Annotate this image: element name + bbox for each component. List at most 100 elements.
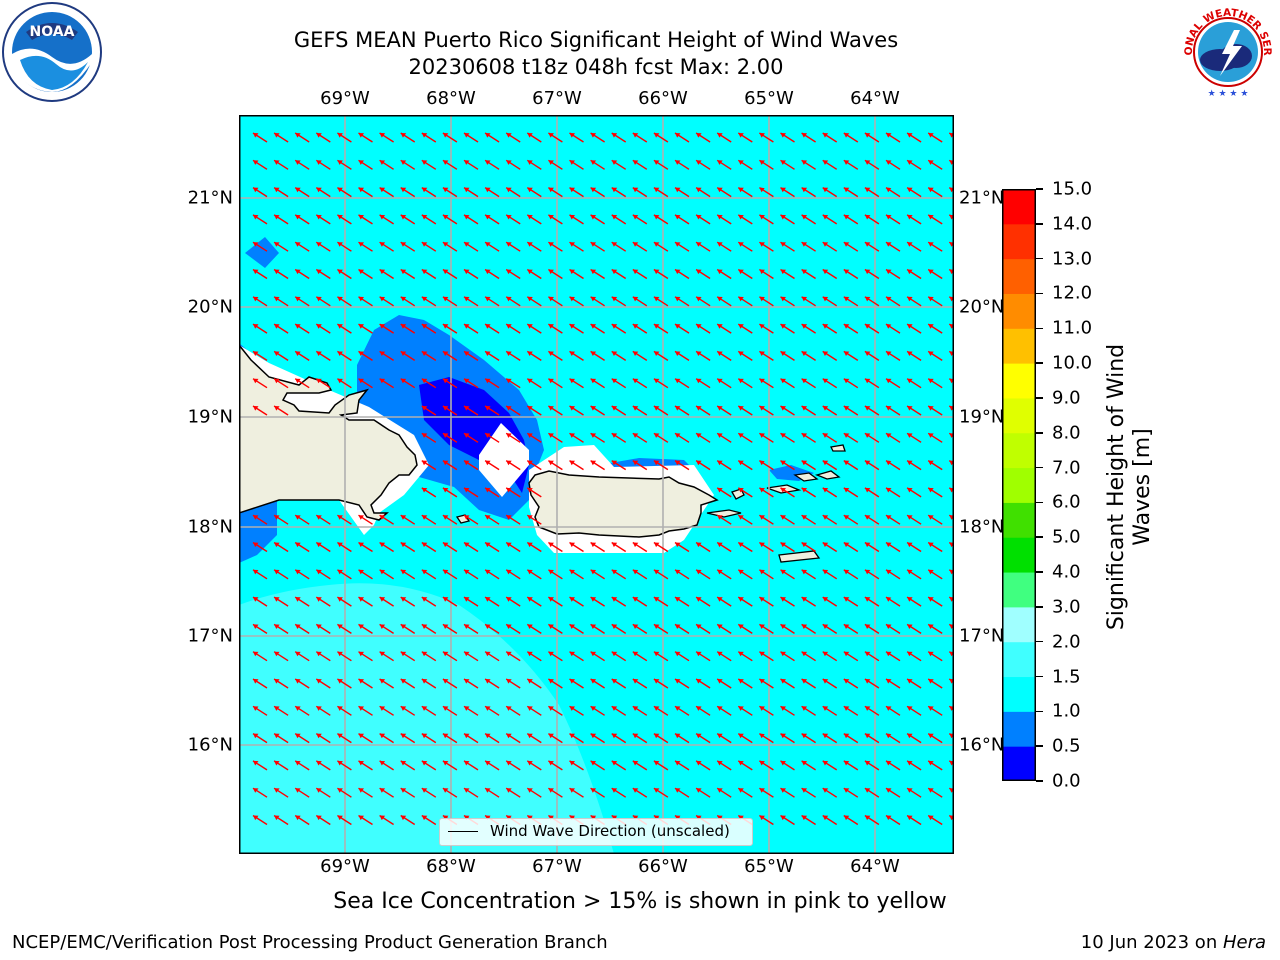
wave-direction-arrowhead: [696, 133, 702, 138]
wave-direction-arrowhead: [485, 733, 491, 739]
wave-direction-arrowhead: [780, 569, 786, 575]
wave-direction-arrowhead: [590, 460, 597, 466]
wave-direction-arrowhead: [738, 460, 744, 466]
wave-direction-arrowhead: [400, 733, 407, 739]
wave-direction-arrowhead: [590, 187, 597, 193]
wave-direction-arrowhead: [464, 651, 470, 657]
wave-direction-arrowhead: [738, 597, 744, 602]
wave-direction-arrowhead: [295, 324, 301, 329]
st-croix-island: [778, 550, 821, 563]
wave-direction-arrowhead: [527, 242, 533, 247]
wave-direction-arrowhead: [653, 569, 660, 575]
wave-direction-arrowhead: [548, 460, 554, 466]
wave-direction-arrowhead: [675, 460, 681, 466]
lon-label-top-68w: 68°W: [426, 88, 476, 109]
wave-direction-arrowhead: [759, 569, 765, 575]
wave-direction-arrowhead: [548, 378, 554, 384]
wave-direction-arrowhead: [675, 324, 681, 329]
wave-direction-arrowhead: [886, 351, 892, 356]
wave-direction-arrowhead: [780, 788, 786, 793]
wave-direction-arrowhead: [590, 214, 597, 220]
wave-direction-arrowhead: [253, 760, 259, 766]
colorbar-tick-mark: [1036, 362, 1043, 364]
wave-direction-arrowhead: [358, 706, 364, 711]
wave-direction-arrowhead: [843, 624, 850, 629]
wave-direction-arrowhead: [527, 569, 533, 575]
colorbar-tick-mark: [1036, 292, 1043, 295]
wave-direction-arrowhead: [590, 406, 597, 411]
wave-direction-arrowhead: [506, 378, 512, 384]
wave-direction-arrowhead: [738, 242, 744, 247]
colorbar-tick-label: 14.0: [1052, 213, 1093, 235]
wave-direction-arrowhead: [717, 760, 723, 766]
wave-direction-arrowhead: [506, 597, 512, 602]
wave-direction-arrowhead: [632, 269, 639, 275]
wave-direction-arrowhead: [442, 433, 449, 438]
wave-direction-arrowhead: [717, 515, 723, 520]
wave-direction-arrowhead: [801, 515, 808, 520]
wave-direction-arrowhead: [907, 788, 913, 793]
wave-direction-arrowhead: [400, 542, 407, 548]
wave-direction-arrowhead: [759, 651, 765, 657]
wave-direction-arrowhead: [337, 351, 343, 356]
wave-direction-arrowhead: [928, 624, 934, 629]
wave-direction-arrowhead: [337, 214, 343, 220]
wave-direction-arrowhead: [442, 214, 449, 220]
wave-direction-arrowhead: [822, 242, 829, 247]
wave-direction-arrowhead: [527, 597, 533, 602]
wave-direction-arrowhead: [864, 597, 871, 602]
wave-direction-arrowhead: [506, 679, 512, 684]
wave-direction-arrowhead: [569, 651, 575, 657]
wave-direction-arrowhead: [611, 296, 618, 302]
wave-direction-arrowhead: [843, 160, 850, 165]
wave-direction-arrowhead: [569, 378, 575, 384]
wave-direction-arrowhead: [569, 296, 575, 302]
wave-direction-arrowhead: [653, 760, 660, 766]
wave-direction-arrowhead: [632, 433, 639, 438]
wave-direction-arrowhead: [928, 515, 934, 520]
wave-direction-arrowhead: [337, 733, 343, 739]
wave-direction-arrowhead: [400, 324, 407, 329]
mona-passage-blank: [479, 423, 529, 497]
wave-direction-arrowhead: [864, 515, 871, 520]
wave-direction-arrowhead: [696, 815, 702, 821]
wave-direction-arrowhead: [485, 433, 491, 438]
wave-direction-arrowhead: [253, 133, 259, 138]
wave-direction-arrowhead: [442, 460, 449, 466]
wave-direction-arrowhead: [907, 160, 913, 165]
wave-direction-arrowhead: [822, 324, 829, 329]
wave-direction-arrowhead: [864, 296, 871, 302]
wave-direction-arrowhead: [295, 160, 301, 165]
wave-direction-arrowhead: [611, 133, 618, 138]
virgin-island-stthomas: [793, 472, 819, 482]
wave-direction-arrowhead: [590, 760, 597, 766]
wave-direction-arrowhead: [358, 542, 364, 548]
wave-direction-arrowhead: [379, 542, 386, 548]
wave-direction-arrowhead: [464, 242, 470, 247]
colorbar-tick-mark: [1036, 466, 1043, 469]
wave-direction-arrowhead: [843, 378, 850, 384]
wave-direction-arrowhead: [738, 815, 744, 821]
wave-direction-arrowhead: [675, 542, 681, 548]
wave-direction-arrowhead: [316, 269, 322, 275]
wave-direction-arrowhead: [611, 733, 618, 739]
wave-direction-arrowhead: [738, 133, 744, 138]
wave-zone-1p5-2m: [239, 583, 614, 854]
wave-direction-arrowhead: [506, 706, 512, 711]
wave-direction-arrowhead: [886, 815, 892, 821]
wave-direction-arrowhead: [780, 242, 786, 247]
colorbar-tick-mark: [1036, 536, 1043, 538]
wave-direction-arrowhead: [316, 351, 322, 356]
wave-direction-arrowhead: [928, 679, 934, 684]
wave-direction-arrowhead: [653, 733, 660, 739]
wave-direction-arrowhead: [464, 624, 470, 629]
wave-direction-arrowhead: [400, 214, 407, 220]
wave-direction-arrowhead: [822, 597, 829, 602]
colorbar-tick-label: 2.0: [1052, 631, 1081, 653]
wave-direction-arrowhead: [295, 815, 301, 821]
wave-direction-arrowhead: [464, 515, 470, 520]
wave-direction-arrowhead: [864, 324, 871, 329]
map-gridlines: [239, 115, 954, 854]
wave-direction-arrowhead: [822, 269, 829, 275]
wave-direction-arrowhead: [442, 679, 449, 684]
